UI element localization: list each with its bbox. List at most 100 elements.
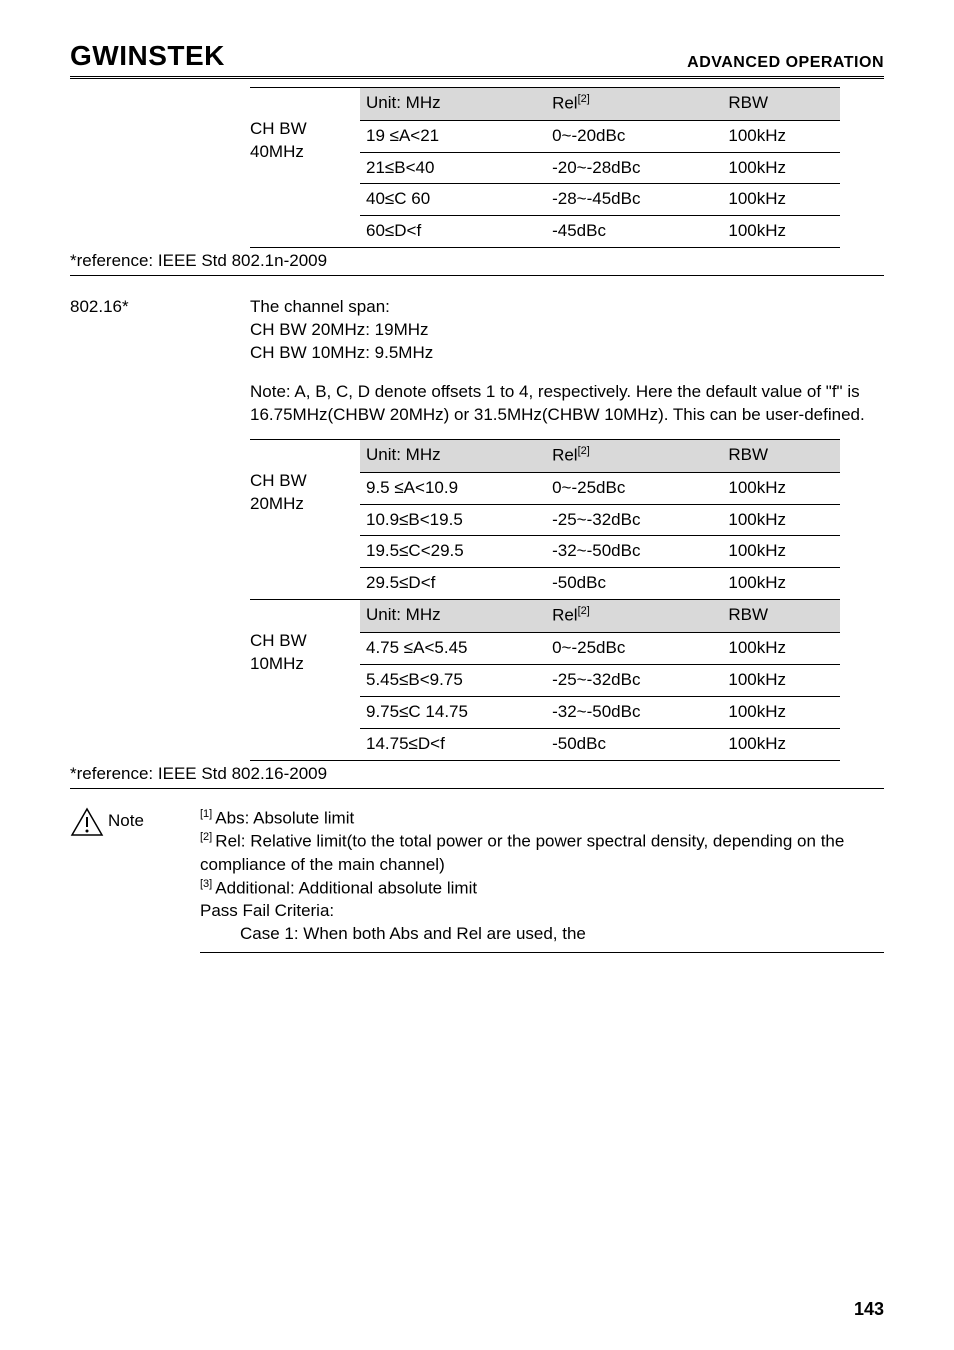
table-row: 40≤C 60 -28~-45dBc 100kHz bbox=[360, 184, 840, 216]
cell: -28~-45dBc bbox=[546, 184, 722, 215]
reference-1: *reference: IEEE Std 802.1n-2009 bbox=[70, 250, 884, 276]
label-line1: CH BW bbox=[250, 119, 307, 138]
cell: 14.75≤D<f bbox=[360, 729, 546, 760]
note-block: Note [1] Abs: Absolute limit [2] Rel: Re… bbox=[70, 807, 884, 954]
cell: -32~-50dBc bbox=[546, 697, 722, 728]
table-row: 19.5≤C<29.5 -32~-50dBc 100kHz bbox=[360, 536, 840, 568]
note-body: [1] Abs: Absolute limit [2] Rel: Relativ… bbox=[200, 807, 884, 954]
spec-body: The channel span: CH BW 20MHz: 19MHz CH … bbox=[250, 296, 884, 435]
rel-sup: [2] bbox=[578, 445, 590, 457]
reference-2: *reference: IEEE Std 802.16-2009 bbox=[70, 763, 884, 789]
cell: -20~-28dBc bbox=[546, 153, 722, 184]
table-row: 19 ≤A<21 0~-20dBc 100kHz bbox=[360, 121, 840, 153]
spec-channel-span: The channel span: CH BW 20MHz: 19MHz CH … bbox=[250, 296, 884, 365]
table-row: 14.75≤D<f -50dBc 100kHz bbox=[360, 729, 840, 760]
label-line1: CH BW bbox=[250, 471, 307, 490]
cell: 100kHz bbox=[722, 216, 840, 247]
cell: 21≤B<40 bbox=[360, 153, 546, 184]
table-row: 4.75 ≤A<5.45 0~-25dBc 100kHz bbox=[360, 633, 840, 665]
cell: 19 ≤A<21 bbox=[360, 121, 546, 152]
col-rbw: RBW bbox=[722, 440, 840, 472]
note-icon-area: Note bbox=[70, 807, 200, 837]
table-row-head: Unit: MHz Rel[2] RBW bbox=[360, 440, 840, 473]
spec-line1: The channel span: bbox=[250, 297, 390, 316]
cell: -45dBc bbox=[546, 216, 722, 247]
brand-logo: GWINSTEK bbox=[70, 40, 225, 72]
warning-icon bbox=[70, 807, 104, 837]
content: CH BW 40MHz Unit: MHz Rel[2] RBW 19 ≤A<2… bbox=[70, 87, 884, 953]
table-row-head: Unit: MHz Rel[2] RBW bbox=[360, 88, 840, 121]
cell: 10.9≤B<19.5 bbox=[360, 505, 546, 536]
table-row: 60≤D<f -45dBc 100kHz bbox=[360, 216, 840, 247]
cell: 60≤D<f bbox=[360, 216, 546, 247]
cell: 100kHz bbox=[722, 536, 840, 567]
cell: 100kHz bbox=[722, 505, 840, 536]
cell: 4.75 ≤A<5.45 bbox=[360, 633, 546, 664]
note-sup-1: [1] bbox=[200, 808, 215, 820]
note-line-2: [2] Rel: Relative limit(to the total pow… bbox=[200, 830, 884, 877]
page-number: 143 bbox=[854, 1299, 884, 1320]
table2a: CH BW 20MHz Unit: MHz Rel[2] RBW 9.5 ≤A<… bbox=[250, 439, 840, 599]
note-line-3: [3] Additional: Additional absolute limi… bbox=[200, 877, 884, 901]
table-row: 10.9≤B<19.5 -25~-32dBc 100kHz bbox=[360, 505, 840, 537]
table-row-head: Unit: MHz Rel[2] RBW bbox=[360, 600, 840, 633]
table2b: CH BW 10MHz Unit: MHz Rel[2] RBW 4.75 ≤A… bbox=[250, 599, 840, 760]
cell: 29.5≤D<f bbox=[360, 568, 546, 599]
table-row: 21≤B<40 -20~-28dBc 100kHz bbox=[360, 153, 840, 185]
table-row: 9.5 ≤A<10.9 0~-25dBc 100kHz bbox=[360, 473, 840, 505]
table2b-label: CH BW 10MHz bbox=[250, 630, 307, 676]
spec-note: Note: A, B, C, D denote offsets 1 to 4, … bbox=[250, 381, 884, 427]
cell: 100kHz bbox=[722, 121, 840, 152]
label-line2: 40MHz bbox=[250, 142, 304, 161]
spec-block: 802.16* The channel span: CH BW 20MHz: 1… bbox=[70, 296, 884, 435]
table-row: 29.5≤D<f -50dBc 100kHz bbox=[360, 568, 840, 599]
cell: 100kHz bbox=[722, 568, 840, 599]
table1-label: CH BW 40MHz bbox=[250, 118, 307, 164]
col-unit: Unit: MHz bbox=[360, 440, 546, 472]
cell: 9.75≤C 14.75 bbox=[360, 697, 546, 728]
cell: 100kHz bbox=[722, 473, 840, 504]
note-sup-3: [3] bbox=[200, 878, 215, 890]
cell: 100kHz bbox=[722, 697, 840, 728]
rel-text: Rel bbox=[552, 606, 578, 625]
cell: 19.5≤C<29.5 bbox=[360, 536, 546, 567]
col-rbw: RBW bbox=[722, 88, 840, 120]
cell: -50dBc bbox=[546, 568, 722, 599]
note-label: Note bbox=[108, 810, 144, 833]
rel-text: Rel bbox=[552, 94, 578, 113]
table1-wrap: CH BW 40MHz Unit: MHz Rel[2] RBW 19 ≤A<2… bbox=[70, 87, 884, 248]
table1: CH BW 40MHz Unit: MHz Rel[2] RBW 19 ≤A<2… bbox=[250, 87, 840, 248]
cell: -25~-32dBc bbox=[546, 665, 722, 696]
cell: 9.5 ≤A<10.9 bbox=[360, 473, 546, 504]
rel-sup: [2] bbox=[578, 605, 590, 617]
col-unit: Unit: MHz bbox=[360, 88, 546, 120]
cell: 0~-25dBc bbox=[546, 473, 722, 504]
cell: 0~-20dBc bbox=[546, 121, 722, 152]
cell: -32~-50dBc bbox=[546, 536, 722, 567]
header: GWINSTEK ADVANCED OPERATION bbox=[70, 40, 884, 79]
label-line1: CH BW bbox=[250, 631, 307, 650]
col-rel: Rel[2] bbox=[546, 440, 722, 472]
col-unit: Unit: MHz bbox=[360, 600, 546, 632]
spec-label: 802.16* bbox=[70, 296, 250, 319]
spec-line3: CH BW 10MHz: 9.5MHz bbox=[250, 343, 433, 362]
cell: 100kHz bbox=[722, 633, 840, 664]
note-sup-2: [2] bbox=[200, 831, 215, 843]
label-line2: 10MHz bbox=[250, 654, 304, 673]
cell: 40≤C 60 bbox=[360, 184, 546, 215]
page: GWINSTEK ADVANCED OPERATION CH BW 40MHz … bbox=[0, 0, 954, 1350]
col-rbw: RBW bbox=[722, 600, 840, 632]
note-line-1: [1] Abs: Absolute limit bbox=[200, 807, 884, 831]
cell: 0~-25dBc bbox=[546, 633, 722, 664]
cell: 100kHz bbox=[722, 729, 840, 760]
note-text-1: Abs: Absolute limit bbox=[215, 808, 354, 827]
cell: 5.45≤B<9.75 bbox=[360, 665, 546, 696]
table-row: 5.45≤B<9.75 -25~-32dBc 100kHz bbox=[360, 665, 840, 697]
col-rel: Rel[2] bbox=[546, 88, 722, 120]
label-line2: 20MHz bbox=[250, 494, 304, 513]
rel-sup: [2] bbox=[578, 93, 590, 105]
cell: -25~-32dBc bbox=[546, 505, 722, 536]
table2-wrap: CH BW 20MHz Unit: MHz Rel[2] RBW 9.5 ≤A<… bbox=[70, 439, 884, 761]
spec-line2: CH BW 20MHz: 19MHz bbox=[250, 320, 429, 339]
note-text-2: Rel: Relative limit(to the total power o… bbox=[200, 832, 844, 874]
